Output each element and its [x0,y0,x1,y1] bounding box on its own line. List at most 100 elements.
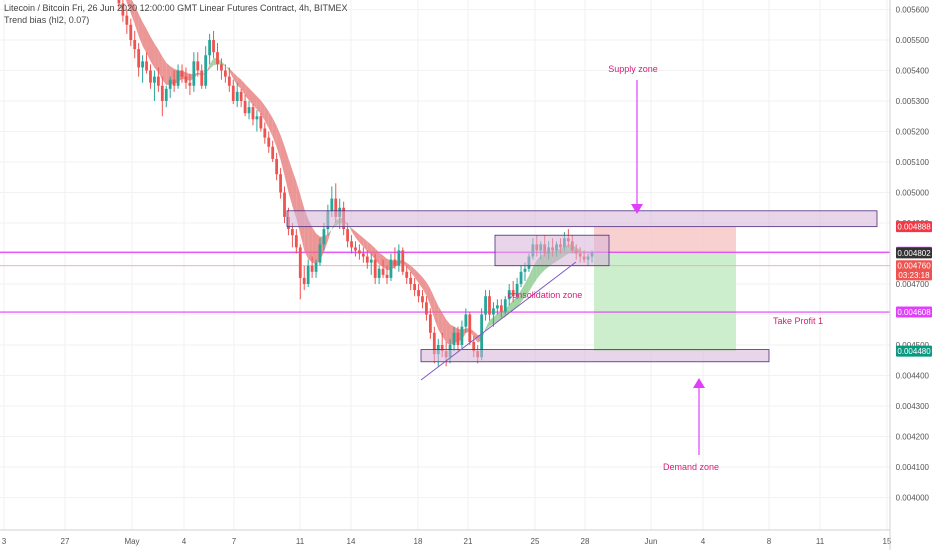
y-tick-label: 0.005200 [896,128,930,137]
x-tick-label: 11 [816,537,825,546]
indicator-label: Trend bias (hl2, 0.07) [4,15,89,25]
candle-body [295,235,298,247]
price-label-text: 03:23:18 [898,271,930,280]
candle-body [453,333,456,345]
candle-body [267,138,270,147]
candle-body [366,257,369,263]
candle-body [165,89,168,101]
x-tick-label: 4 [182,537,187,546]
candle-body [153,77,156,83]
candle-body [137,49,140,67]
candle-body [244,101,247,113]
candle-body [504,299,507,311]
x-tick-label: 28 [581,537,590,546]
price-label-text: 0.004608 [897,308,931,317]
candle-body [358,250,361,253]
candle-body [405,272,408,278]
candle-body [354,247,357,250]
candle-body [200,71,203,86]
y-tick-label: 0.005400 [896,67,930,76]
candle-body [275,159,278,174]
price-label-text: 0.004480 [897,347,931,356]
candle-body [315,263,318,272]
candle-body [299,247,302,278]
candle-body [378,269,381,278]
candle-body [311,266,314,272]
zone-layer [594,227,736,351]
candle-body [374,260,377,278]
candle-body [362,254,365,257]
y-tick-label: 0.004100 [896,463,930,472]
x-tick-label: 15 [883,537,892,546]
y-tick-label: 0.005100 [896,158,930,167]
candle-body [386,275,389,278]
candle-body [488,296,491,314]
candle-body [232,86,235,101]
candle-body [390,260,393,278]
candle-body [464,315,467,327]
annotation-label: consolidation zone [508,290,583,300]
candle-body [370,260,373,263]
candle-body [145,61,148,70]
candle-body [417,290,420,296]
candle-body [208,40,211,55]
candle-body [409,278,412,284]
candle-body [161,86,164,101]
price-label-text: 0.004802 [897,249,931,258]
x-tick-label: 8 [767,537,772,546]
supply-zone [287,211,877,227]
candle-body [224,71,227,77]
consolidation-zone [495,235,609,266]
candle-body [173,80,176,86]
x-tick-label: 3 [2,537,7,546]
candle-body [271,147,274,159]
candle-body [421,296,424,302]
x-tick-label: 4 [701,537,706,546]
candle-body [228,77,231,86]
x-tick-label: 7 [232,537,237,546]
candle-body [259,116,262,128]
candle-body [129,25,132,40]
candle-body [220,64,223,70]
candle-body [248,107,251,113]
candle-body [457,333,460,345]
candle-body [323,229,326,244]
candle-body [520,272,523,284]
candle-body [291,229,294,235]
candle-body [263,128,266,137]
candle-body [346,229,349,241]
y-tick-label: 0.004000 [896,494,930,503]
candle-body [157,77,160,86]
candle-body [252,107,255,119]
y-tick-label: 0.004400 [896,372,930,381]
candle-body [468,315,471,342]
x-tick-label: 14 [347,537,356,546]
y-tick-label: 0.005300 [896,97,930,106]
annotation-label: Supply zone [608,64,658,74]
candle-body [181,71,184,77]
candle-body [303,278,306,284]
candle-body [496,305,499,308]
y-tick-label: 0.005600 [896,6,930,15]
candle-body [484,296,487,314]
candle-body [492,308,495,314]
candle-body [401,250,404,271]
candle-body [461,327,464,345]
candle-body [189,83,192,86]
candle-body [125,16,128,25]
x-tick-label: 25 [531,537,540,546]
candle-body [524,269,527,272]
candle-body [177,71,180,86]
candle-body [256,116,259,119]
candle-body [500,305,503,311]
stop-loss-box [594,227,736,253]
candle-body [216,52,219,64]
y-tick-label: 0.004700 [896,280,930,289]
candle-body [204,55,207,86]
y-tick-label: 0.004300 [896,402,930,411]
price-label-text: 0.004888 [897,223,931,232]
candle-body [212,40,215,52]
x-tick-label: May [124,537,139,546]
